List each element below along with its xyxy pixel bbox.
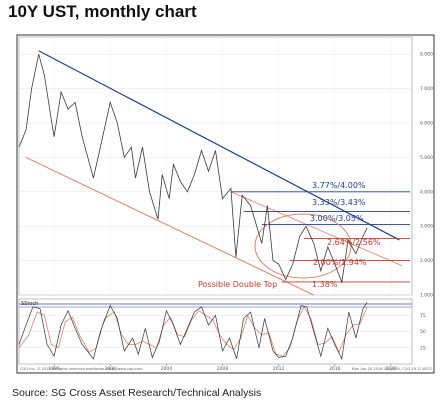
stoch-y-tick-label: 25 xyxy=(420,345,426,351)
price-y-tick-label: 3.000 xyxy=(420,224,433,230)
trendlines xyxy=(25,50,403,296)
x-tick-label: 2008 xyxy=(217,366,229,372)
price-gridlines xyxy=(19,37,412,296)
upper-trendline xyxy=(38,50,400,241)
lower-trendline xyxy=(25,156,314,296)
timestamp-note: Mon Apr 20 2018 15:43:05, CQG 19.12.8022 xyxy=(352,367,432,371)
level-label-3: 3.00%/3.05% xyxy=(310,214,364,223)
mid-trendline xyxy=(230,191,403,267)
price-y-tick-label: 7.000 xyxy=(420,86,433,92)
stoch-y-tick-label: 75 xyxy=(420,313,426,319)
x-axis-ticks: 1996 2000 2004 2008 2012 2016 2020 xyxy=(48,364,397,372)
level-label-1: 3.77%/4.00% xyxy=(312,181,366,190)
price-y-tick-label: 2.000 xyxy=(420,258,433,264)
price-y-tick-label: 8.000 xyxy=(420,52,433,58)
level-label-5: 2.00%/1.94% xyxy=(313,258,367,267)
x-tick-label: 2012 xyxy=(273,366,285,372)
level-label-2: 3.33%/3.43% xyxy=(312,198,366,207)
double-top-ellipse xyxy=(254,213,352,279)
stoch-d-line xyxy=(18,305,368,357)
source-note: Source: SG Cross Asset Research/Technica… xyxy=(12,387,262,399)
level-label-6: 1.38% xyxy=(312,280,338,289)
price-panel: 1.000 2.000 3.000 4.000 5.000 6.000 7.000 8.000… xyxy=(18,36,433,299)
page-title: 10Y UST, monthly chart xyxy=(8,2,197,21)
price-series-line xyxy=(18,54,368,284)
level-label-4: 2.64%/2.56% xyxy=(327,238,381,247)
price-y-ticks: 1.000 2.000 3.000 4.000 5.000 6.000 7.000 8.000 xyxy=(420,52,433,299)
stoch-k-line xyxy=(18,302,368,360)
stoch-y-tick-label: 50 xyxy=(420,329,426,335)
x-tick-label: 2016 xyxy=(329,366,341,372)
x-tick-label: 2020 xyxy=(385,366,397,372)
price-y-tick-label: 1.000 xyxy=(420,293,433,299)
x-tick-label: 1996 xyxy=(48,366,60,372)
price-y-tick-label: 4.000 xyxy=(420,189,433,195)
price-y-tick-label: 5.000 xyxy=(420,155,433,161)
stoch-y-ticks: 25 50 75 xyxy=(420,313,426,352)
horizontal-levels xyxy=(230,191,410,283)
x-tick-label: 2004 xyxy=(161,366,173,372)
price-y-tick-label: 6.000 xyxy=(420,121,433,127)
pattern-label: Possible Double Top xyxy=(198,280,277,289)
copyright-note: CQG Inc. © 2016 All rights reserved worl… xyxy=(20,367,143,371)
price-plot-area xyxy=(18,36,413,296)
x-tick-label: 2000 xyxy=(105,366,117,372)
